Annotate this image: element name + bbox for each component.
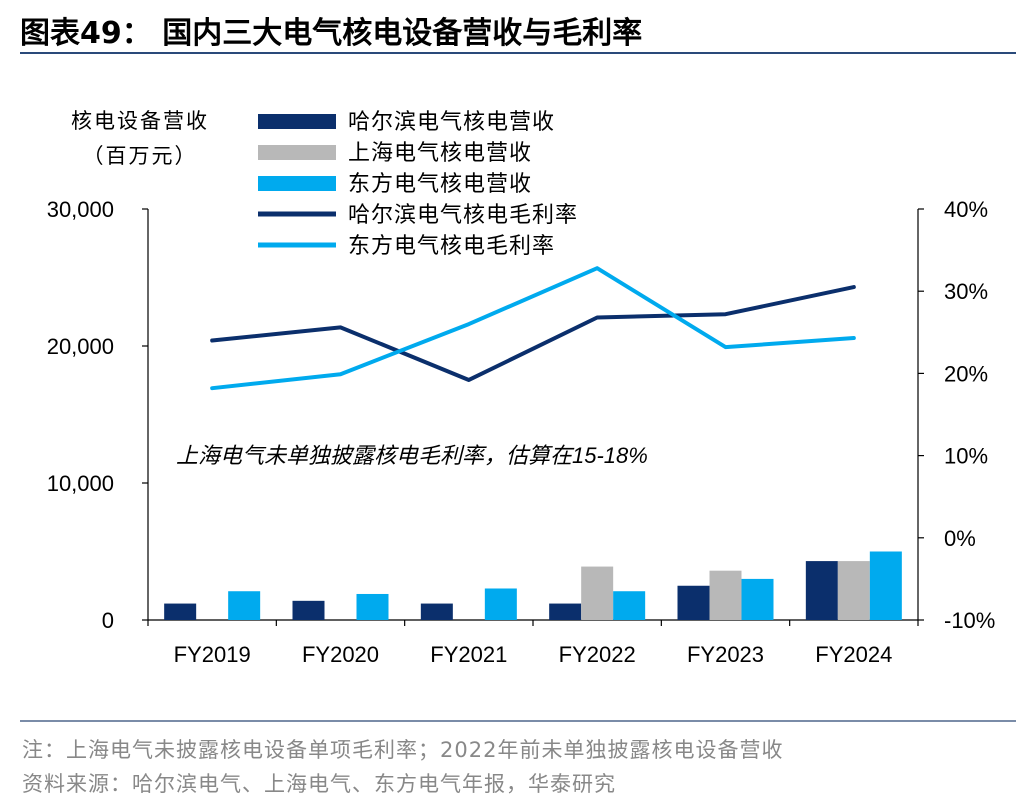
y-tick-label-left: 0 [102,608,114,633]
bar [228,591,261,620]
y-tick-label-left: 30,000 [47,197,114,222]
chart: 0 10,000 20,000 30,000 -10% 0% 10% 20% 30% 40% FY2… [47,109,996,667]
bar [549,603,582,620]
title-divider [20,52,1016,54]
bar [869,551,902,620]
bar [292,600,325,620]
labels-group: 0 10,000 20,000 30,000 -10% 0% 10% 20% 30% 40% FY2… [47,110,996,667]
lines-group [210,266,856,391]
y-tick-label-right: 20% [944,361,988,386]
bar [709,570,742,620]
legend-label: 哈尔滨电气核电毛利率 [348,202,578,227]
legend-label: 东方电气核电毛利率 [348,233,555,258]
bar [581,566,614,620]
footnote: 注：上海电气未披露核电设备单项毛利率；2022年前未单独披露核电设备营收 [22,738,784,762]
bar [356,593,389,620]
y-axis-label-unit: （百万元） [83,145,198,168]
y-tick-label-right: 30% [944,279,988,304]
bar [420,603,453,620]
legend: 哈尔滨电气核电营收上海电气核电营收东方电气核电营收哈尔滨电气核电毛利率东方电气核… [258,109,578,258]
bar [677,585,710,620]
bar [613,591,646,620]
bar [484,588,517,620]
legend-swatch [258,114,336,129]
legend-swatch [258,145,336,160]
y-axis-label: 核电设备营收 [71,110,209,133]
x-tick-label: FY2020 [302,642,379,667]
x-tick-label: FY2023 [687,642,764,667]
legend-label: 东方电气核电营收 [348,171,532,196]
y-tick-label-left: 20,000 [47,334,114,359]
x-tick-label: FY2024 [815,642,892,667]
legend-label: 上海电气核电营收 [348,140,532,165]
bars-group [164,551,902,620]
chart-annotation: 上海电气未单独披露核电毛利率，估算在15-18% [176,443,648,468]
footer-divider [20,720,1016,722]
axes-group [142,208,924,626]
bar [837,561,870,620]
legend-label: 哈尔滨电气核电营收 [348,109,555,134]
figure-title: 图表49： 国内三大电气核电设备营收与毛利率 [20,16,643,51]
y-tick-label-right: 40% [944,197,988,222]
x-tick-label: FY2022 [559,642,636,667]
series-line [210,285,856,382]
legend-swatch [258,176,336,191]
series-line [210,266,856,391]
bar [741,578,774,620]
x-tick-label: FY2019 [174,642,251,667]
bar [164,603,197,620]
y-tick-label-right: 0% [944,526,976,551]
y-tick-label-left: 10,000 [47,471,114,496]
y-tick-label-right: -10% [944,608,995,633]
source-note: 资料来源：哈尔滨电气、上海电气、东方电气年报，华泰研究 [22,772,616,796]
y-tick-label-right: 10% [944,444,988,469]
bar [805,561,838,620]
x-tick-label: FY2021 [430,642,507,667]
